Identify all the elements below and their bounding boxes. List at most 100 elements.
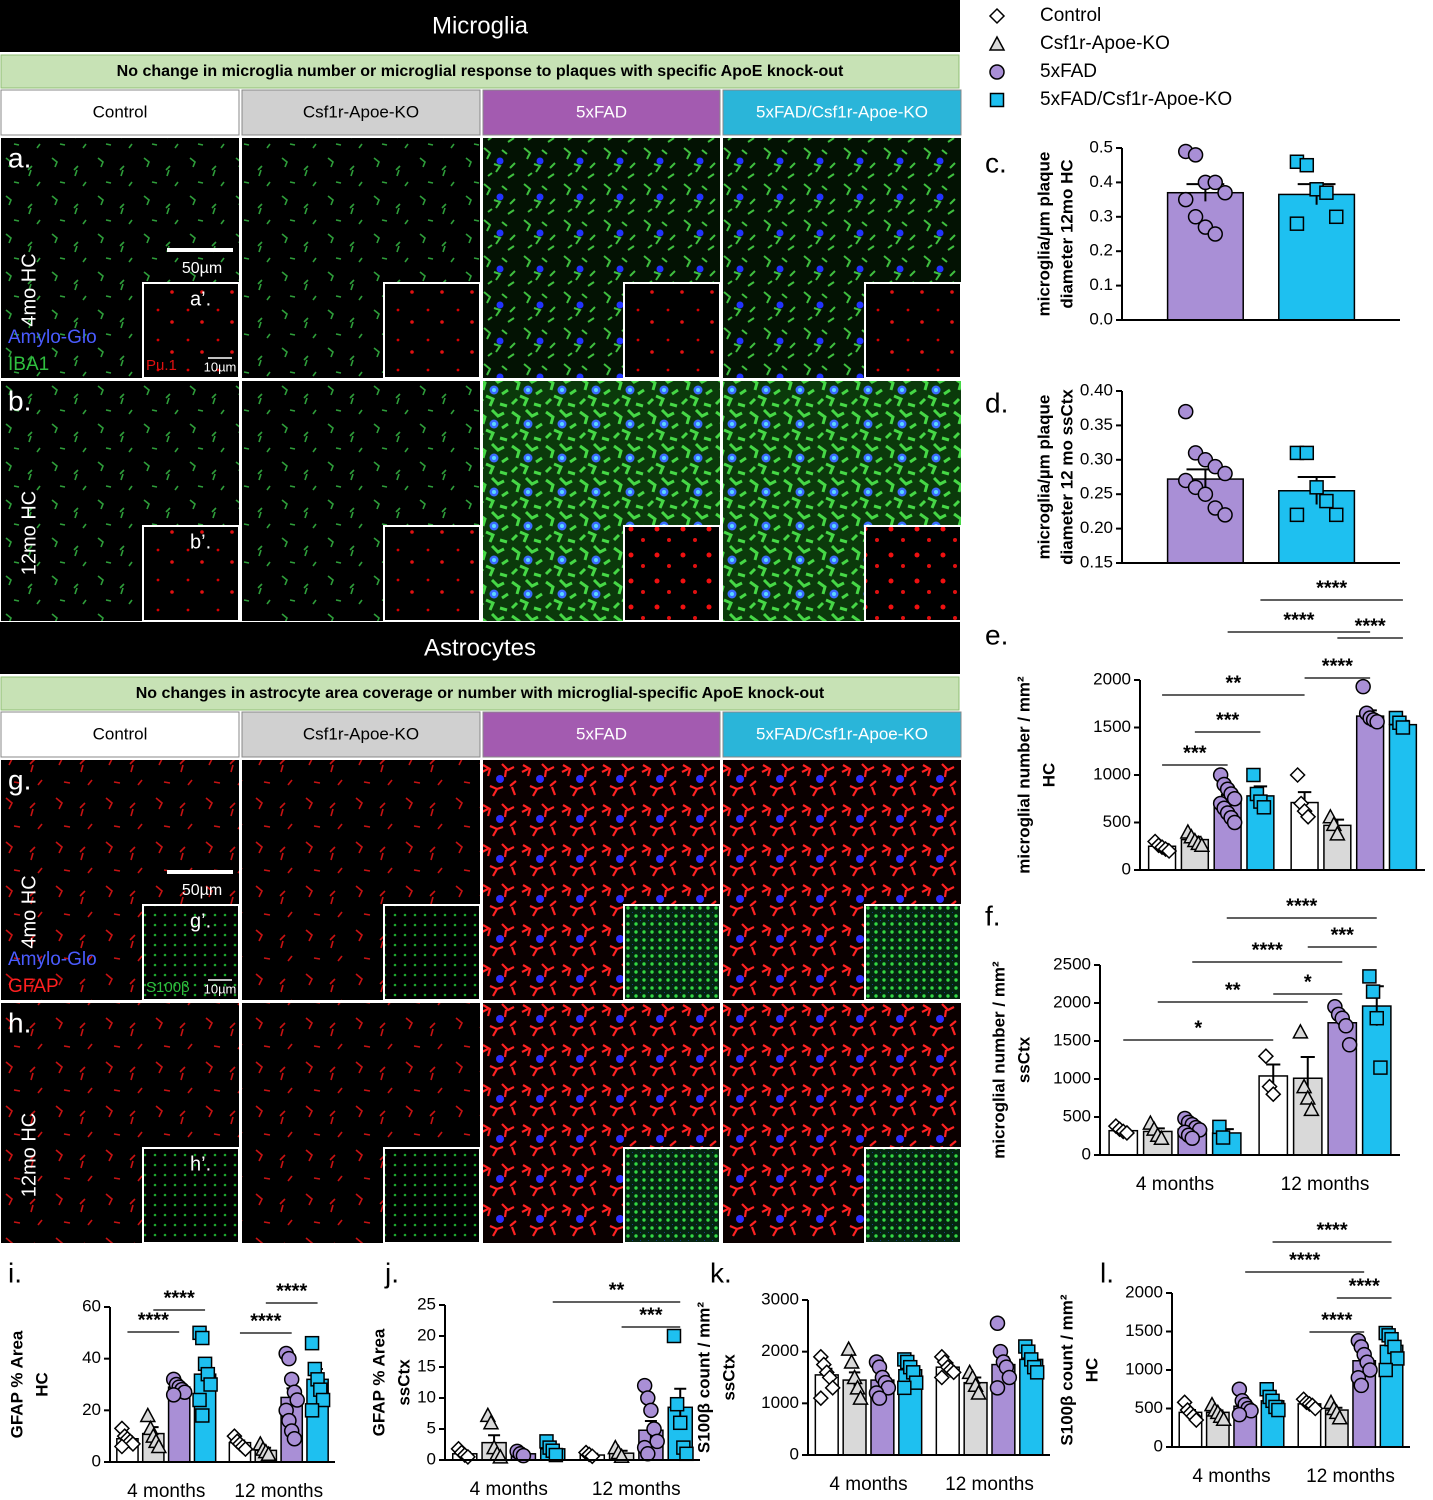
panel-label: l. [1100,1257,1114,1288]
data-point [1299,445,1315,461]
micrograph-inset [142,1147,240,1244]
data-point [1295,1078,1313,1094]
micrograph-inset [383,904,481,1001]
data-point [1246,767,1261,783]
micrograph-inset [864,282,962,379]
column-header [0,89,240,136]
data-point [150,1437,168,1454]
data-point [1257,1048,1274,1065]
column-label: 5xFAD/Csf1r-Apoe-KO [756,102,928,121]
y-tick-label: 40 [82,1348,101,1367]
data-point [1362,1362,1378,1378]
y-tick-label: 2000 [1093,669,1131,688]
panel-label: b. [8,385,31,416]
y-tick-label: 500 [1063,1106,1091,1125]
y-axis-label: diameter 12 mo ssCtx [1057,389,1076,565]
data-point [1289,216,1305,231]
inset-scale-label: 10µm [204,981,237,996]
data-point [1207,174,1223,191]
data-point [281,1350,297,1367]
data-point [812,1390,829,1407]
y-tick-label: 0 [1154,1436,1163,1455]
y-tick-label: 0.0 [1089,309,1113,328]
y-axis-label: HC [32,1372,51,1397]
panel-label: h. [8,1007,31,1038]
data-point [852,1389,869,1405]
y-tick-label: 0 [1122,859,1131,878]
y-tick-label: 60 [82,1296,101,1315]
section-subtitle: No changes in astrocyte area coverage or… [136,685,825,702]
significance-label: **** [1283,609,1314,631]
stain-label: IBA1 [8,354,49,375]
data-point [933,1369,950,1386]
data-point [989,1315,1006,1331]
data-point [1217,465,1233,482]
column-label: Csf1r-Apoe-KO [303,102,419,121]
x-tick-label: 12 months [592,1479,681,1500]
data-point [195,1408,210,1423]
y-tick-label: 15 [417,1356,436,1375]
y-tick-label: 3000 [761,1289,799,1308]
data-point [1153,1129,1170,1146]
legend-marker [989,92,1005,108]
y-tick-label: 1000 [1053,1068,1091,1087]
panel-label: f. [985,900,1001,931]
significance-label: ** [1226,672,1242,694]
data-point [1369,714,1385,730]
y-tick-label: 1500 [1053,1030,1091,1049]
stain-label: GFAP [8,976,59,997]
data-point [1292,1023,1309,1039]
y-tick-label: 0.40 [1080,380,1113,399]
data-point [871,1390,888,1406]
data-point [908,1375,924,1390]
data-point [840,1340,857,1356]
section-header [0,0,960,52]
y-tick-label: 20 [82,1400,101,1419]
y-tick-label: 2000 [761,1341,799,1360]
inset-stain-label: Pu.1 [146,357,177,374]
y-tick-label: 0 [790,1444,799,1463]
data-point [1299,157,1315,173]
micrograph-inset [864,904,962,1001]
data-point [1177,191,1194,208]
significance-label: **** [1355,615,1386,637]
y-axis-label: microglial number / mm² [989,961,1008,1159]
data-point [139,1406,157,1423]
y-tick-label: 1000 [761,1393,799,1412]
y-tick-label: 0 [92,1451,101,1470]
stain-label: Amylo-Glo [8,949,97,970]
data-point [1362,969,1377,984]
panel-label: d. [985,387,1008,418]
significance-label: **** [138,1309,169,1331]
significance-label: **** [1252,939,1283,961]
micrograph-inset [623,904,721,1001]
data-point [1299,1089,1317,1105]
y-tick-label: 25 [417,1294,436,1313]
significance-label: *** [1183,742,1207,764]
micrograph-inset [142,904,240,1001]
panel-label: i. [8,1257,22,1288]
inset-label: g’. [190,910,211,932]
y-tick-label: 10 [417,1387,436,1406]
y-axis-label: microglia/µm plaque [1034,395,1053,560]
significance-label: *** [639,1304,663,1326]
micrograph-inset [623,1147,721,1244]
data-point [1226,814,1243,831]
micrograph-inset [383,525,481,622]
data-point [482,1414,500,1430]
significance-label: **** [164,1287,195,1309]
row-label: 4mo HC [18,875,40,948]
legend-label: 5xFAD/Csf1r-Apoe-KO [1040,89,1232,110]
significance-label: * [1304,971,1312,993]
y-tick-label: 0.20 [1080,518,1113,537]
data-point [824,1379,841,1396]
panel-label: c. [985,147,1007,178]
data-point [124,1435,142,1452]
significance-label: **** [1289,1249,1320,1271]
column-header [722,89,962,136]
micrograph-inset [142,525,240,622]
column-label: Control [93,724,148,743]
column-label: 5xFAD/Csf1r-Apoe-KO [756,724,928,743]
y-axis-label: S100β count / mm² [694,1302,713,1453]
micrograph-inset [383,282,481,379]
